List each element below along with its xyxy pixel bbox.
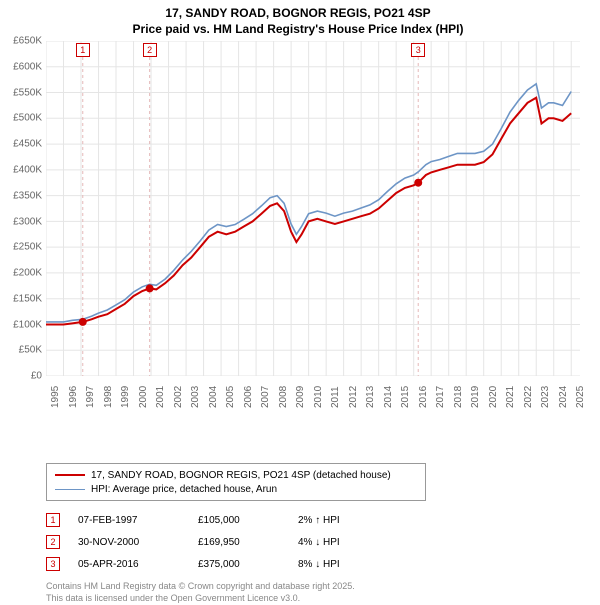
- y-tick-label: £650K: [13, 36, 42, 47]
- x-tick-label: 2022: [523, 386, 534, 408]
- x-tick-label: 2005: [225, 386, 236, 408]
- x-tick-label: 2009: [295, 386, 306, 408]
- x-tick-label: 2006: [243, 386, 254, 408]
- x-tick-label: 2002: [173, 386, 184, 408]
- x-tick-label: 1998: [103, 386, 114, 408]
- event-price: £375,000: [198, 559, 298, 570]
- x-tick-label: 1996: [68, 386, 79, 408]
- legend-swatch: [55, 489, 85, 490]
- y-tick-label: £450K: [13, 139, 42, 150]
- x-tick-label: 2014: [383, 386, 394, 408]
- x-tick-label: 2003: [190, 386, 201, 408]
- footer-line-2: This data is licensed under the Open Gov…: [46, 593, 590, 605]
- y-tick-label: £400K: [13, 165, 42, 176]
- event-marker-2: 2: [143, 43, 157, 57]
- x-tick-label: 2024: [558, 386, 569, 408]
- x-tick-label: 1999: [120, 386, 131, 408]
- event-marker-2: 2: [46, 535, 60, 549]
- x-tick-label: 2004: [208, 386, 219, 408]
- legend-item: 17, SANDY ROAD, BOGNOR REGIS, PO21 4SP (…: [55, 468, 417, 482]
- x-tick-label: 2017: [435, 386, 446, 408]
- y-tick-label: £0: [31, 371, 42, 382]
- y-tick-label: £600K: [13, 61, 42, 72]
- x-tick-label: 2023: [540, 386, 551, 408]
- title-line-1: 17, SANDY ROAD, BOGNOR REGIS, PO21 4SP: [6, 6, 590, 22]
- event-marker-1: 1: [76, 43, 90, 57]
- event-date: 07-FEB-1997: [78, 515, 198, 526]
- x-tick-label: 2019: [470, 386, 481, 408]
- event-marker-3: 3: [46, 557, 60, 571]
- x-tick-label: 2016: [418, 386, 429, 408]
- y-tick-label: £300K: [13, 216, 42, 227]
- event-row: 1 07-FEB-1997£105,0002% ↑ HPI: [46, 509, 590, 531]
- legend-item: HPI: Average price, detached house, Arun: [55, 482, 417, 496]
- event-diff: 2% ↑ HPI: [298, 515, 398, 526]
- x-tick-label: 2010: [313, 386, 324, 408]
- footer-attribution: Contains HM Land Registry data © Crown c…: [46, 581, 590, 604]
- event-date: 30-NOV-2000: [78, 537, 198, 548]
- x-tick-label: 2013: [365, 386, 376, 408]
- line-chart: [46, 41, 580, 376]
- chart-title: 17, SANDY ROAD, BOGNOR REGIS, PO21 4SP P…: [6, 6, 590, 37]
- y-tick-label: £200K: [13, 268, 42, 279]
- y-tick-label: £150K: [13, 293, 42, 304]
- x-tick-label: 2000: [138, 386, 149, 408]
- event-diff: 8% ↓ HPI: [298, 559, 398, 570]
- event-row: 2 30-NOV-2000£169,9504% ↓ HPI: [46, 531, 590, 553]
- event-price: £169,950: [198, 537, 298, 548]
- event-marker-1: 1: [46, 513, 60, 527]
- x-tick-label: 1995: [50, 386, 61, 408]
- y-tick-label: £250K: [13, 242, 42, 253]
- x-tick-label: 2011: [330, 387, 341, 409]
- event-diff: 4% ↓ HPI: [298, 537, 398, 548]
- chart-area: £0 £50K £100K £150K £200K £250K £300K £350K £400…: [10, 41, 580, 411]
- event-row: 3 05-APR-2016£375,0008% ↓ HPI: [46, 553, 590, 575]
- x-tick-label: 1997: [85, 386, 96, 408]
- x-tick-label: 2021: [505, 386, 516, 408]
- x-tick-label: 2018: [453, 386, 464, 408]
- y-tick-label: £550K: [13, 87, 42, 98]
- x-tick-label: 2020: [488, 386, 499, 408]
- y-tick-label: £100K: [13, 319, 42, 330]
- legend-label: HPI: Average price, detached house, Arun: [91, 484, 277, 495]
- legend: 17, SANDY ROAD, BOGNOR REGIS, PO21 4SP (…: [46, 463, 426, 501]
- footer-line-1: Contains HM Land Registry data © Crown c…: [46, 581, 590, 593]
- y-tick-label: £500K: [13, 113, 42, 124]
- x-tick-label: 2007: [260, 386, 271, 408]
- event-date: 05-APR-2016: [78, 559, 198, 570]
- events-table: 1 07-FEB-1997£105,0002% ↑ HPI 2 30-NOV-2000…: [46, 509, 590, 575]
- legend-label: 17, SANDY ROAD, BOGNOR REGIS, PO21 4SP (…: [91, 470, 391, 481]
- x-tick-label: 2001: [155, 386, 166, 408]
- y-tick-label: £50K: [19, 345, 42, 356]
- y-tick-label: £350K: [13, 190, 42, 201]
- title-line-2: Price paid vs. HM Land Registry's House …: [6, 22, 590, 38]
- x-tick-label: 2012: [348, 386, 359, 408]
- event-marker-3: 3: [411, 43, 425, 57]
- event-price: £105,000: [198, 515, 298, 526]
- x-tick-label: 2025: [575, 386, 586, 408]
- x-tick-label: 2015: [400, 386, 411, 408]
- x-tick-label: 2008: [278, 386, 289, 408]
- legend-swatch: [55, 474, 85, 476]
